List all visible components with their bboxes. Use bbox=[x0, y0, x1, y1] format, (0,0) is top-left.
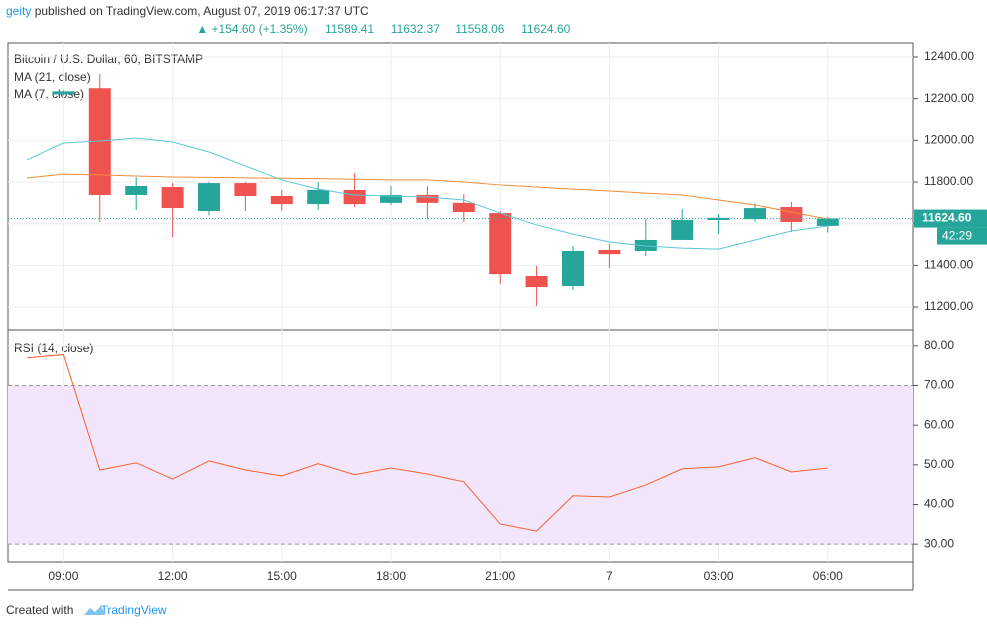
x-tick-label: 18:00 bbox=[376, 569, 406, 583]
candle-body bbox=[161, 187, 184, 209]
rsi-title: RSI (14, close) bbox=[14, 341, 93, 355]
symbol-line: BITSTAMP:BTCUSD, 60 11624.60 ▲ +154.60 (… bbox=[6, 22, 571, 36]
last-price-label: 11624.60 bbox=[922, 211, 972, 225]
symbol: BITSTAMP:BTCUSD, 60 bbox=[6, 22, 141, 36]
series-line bbox=[26, 173, 828, 220]
ohlc-val: 11632.37 bbox=[391, 22, 440, 36]
ohlc-key: C: bbox=[508, 22, 521, 36]
last-price-box bbox=[914, 209, 987, 228]
x-tick-label: 21:00 bbox=[485, 569, 515, 583]
candle-body bbox=[380, 194, 402, 203]
candle-body bbox=[234, 183, 257, 196]
candle-body bbox=[125, 185, 148, 195]
ohlc-key: H: bbox=[378, 22, 391, 36]
published: published on TradingView.com, August 07,… bbox=[35, 4, 369, 18]
y-tick-label: 30.00 bbox=[924, 536, 954, 550]
candle-body bbox=[525, 276, 548, 288]
countdown-box bbox=[937, 227, 987, 245]
rsi-band bbox=[8, 385, 913, 545]
candle-body bbox=[634, 239, 657, 252]
candle-body bbox=[343, 189, 366, 205]
candle-body bbox=[707, 217, 730, 220]
candle-body bbox=[816, 218, 839, 226]
header-line: geity published on TradingView.com, Augu… bbox=[6, 4, 369, 18]
countdown: 42:29 bbox=[942, 229, 972, 243]
candle-body bbox=[598, 249, 621, 255]
y-tick-label: 60.00 bbox=[924, 417, 954, 431]
series-line bbox=[26, 354, 828, 532]
candle-body bbox=[671, 219, 694, 240]
ohlc-key: L: bbox=[444, 22, 455, 36]
y-tick-label: 12400.00 bbox=[924, 49, 974, 63]
publisher[interactable]: geity bbox=[6, 4, 31, 18]
y-tick-label: 70.00 bbox=[924, 378, 954, 392]
x-tick-label: 7 bbox=[606, 569, 613, 583]
price: 11624.60 bbox=[144, 22, 193, 36]
candle-body bbox=[88, 88, 111, 195]
candle-body bbox=[307, 189, 330, 205]
candle-body bbox=[198, 183, 220, 211]
change: ▲ +154.60 (+1.35%) bbox=[196, 22, 307, 36]
ohlc-key: O: bbox=[312, 22, 325, 36]
ohlc-val: 11589.41 bbox=[325, 22, 374, 36]
title: Bitcoin / U.S. Dollar, 60, BITSTAMP bbox=[14, 52, 203, 66]
candle-body bbox=[780, 207, 803, 223]
candle-body bbox=[452, 202, 475, 213]
x-tick-label: 06:00 bbox=[813, 569, 843, 583]
candle-body bbox=[52, 91, 75, 95]
x-tick-label: 09:00 bbox=[48, 569, 78, 583]
legend: MA (7, close) bbox=[14, 87, 84, 101]
x-tick-label: 15:00 bbox=[267, 569, 297, 583]
x-tick-label: 12:00 bbox=[158, 569, 188, 583]
created: Created with bbox=[6, 603, 73, 617]
ohlc-val: 11558.06 bbox=[455, 22, 504, 36]
candle-body bbox=[562, 251, 584, 287]
y-tick-label: 11800.00 bbox=[924, 174, 973, 188]
legend: MA (21, close) bbox=[14, 70, 91, 84]
y-tick-label: 11200.00 bbox=[924, 299, 973, 313]
candle-body bbox=[416, 194, 439, 203]
y-tick-label: 80.00 bbox=[924, 338, 954, 352]
x-tick-label: 03:00 bbox=[704, 569, 734, 583]
y-tick-label: 11400.00 bbox=[924, 258, 973, 272]
y-tick-label: 12200.00 bbox=[924, 91, 974, 105]
ohlc-val: 11624.60 bbox=[521, 22, 570, 36]
y-tick-label: 12000.00 bbox=[924, 133, 974, 147]
series-line bbox=[26, 137, 828, 250]
y-tick-label: 50.00 bbox=[924, 457, 954, 471]
candle-body bbox=[489, 213, 512, 275]
candle-body bbox=[270, 195, 293, 205]
logo bbox=[84, 606, 105, 615]
candle-body bbox=[744, 208, 766, 220]
footer: Created with TradingView bbox=[6, 603, 167, 617]
y-tick-label: 40.00 bbox=[924, 497, 954, 511]
brand[interactable]: TradingView bbox=[101, 603, 167, 617]
